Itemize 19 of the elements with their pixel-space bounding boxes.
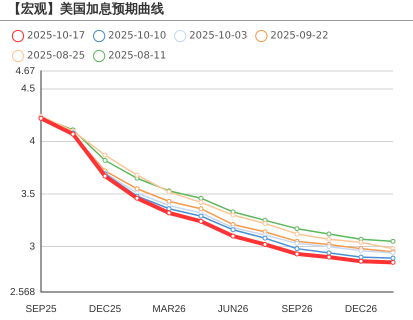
y-tick-label: 2.568 xyxy=(10,286,36,298)
y-tick-label: 3.5 xyxy=(21,188,36,200)
legend-label: 2025-08-11 xyxy=(108,50,166,62)
legend-label: 2025-09-22 xyxy=(270,30,328,42)
legend-label: 2025-10-03 xyxy=(189,30,248,42)
legend-label: 2025-10-10 xyxy=(108,30,166,42)
x-tick-label: MAR26 xyxy=(152,304,186,315)
legend-label: 2025-10-17 xyxy=(27,30,86,42)
x-tick-label: JUN26 xyxy=(218,304,249,315)
chart-title: 【宏观】美国加息预期曲线 xyxy=(0,0,413,21)
y-tick-label: 4 xyxy=(29,136,36,148)
y-tick-label: 4.5 xyxy=(21,84,36,95)
x-tick-label: DEC25 xyxy=(88,304,122,315)
legend-label: 2025-08-25 xyxy=(27,50,86,62)
y-tick-label: 4.67 xyxy=(16,66,36,77)
y-tick-label: 3 xyxy=(29,241,36,252)
x-tick-label: SEP25 xyxy=(25,304,58,315)
x-tick-label: SEP26 xyxy=(281,304,314,315)
x-tick-label: DEC26 xyxy=(344,304,378,315)
